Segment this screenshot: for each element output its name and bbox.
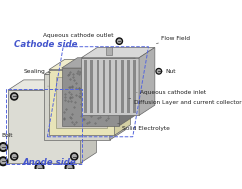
Polygon shape [49,59,130,70]
Polygon shape [81,80,96,163]
Bar [134,88,138,96]
Circle shape [11,93,18,100]
Text: Aqueous cathode inlet: Aqueous cathode inlet [137,90,206,95]
Polygon shape [44,64,126,74]
Circle shape [0,157,8,166]
Bar [109,60,111,113]
Bar [97,60,99,113]
Circle shape [71,93,78,100]
Circle shape [118,40,121,43]
Circle shape [72,155,76,158]
Polygon shape [8,80,96,90]
Bar [121,60,124,113]
Text: Nut: Nut [162,69,176,74]
Text: Diffusion Layer and current collector: Diffusion Layer and current collector [129,98,241,105]
Circle shape [12,94,16,98]
Bar [115,60,118,113]
Polygon shape [119,58,135,126]
Bar [106,47,112,55]
Polygon shape [8,90,81,163]
Polygon shape [110,64,126,140]
Circle shape [35,163,44,172]
Circle shape [1,145,6,149]
Text: Cathode side: Cathode side [14,40,78,49]
Circle shape [156,68,162,74]
Text: Anode side: Anode side [22,158,76,167]
Circle shape [12,155,16,158]
Polygon shape [114,59,130,135]
Circle shape [65,163,74,172]
Text: Flow Field: Flow Field [156,36,190,43]
Polygon shape [139,47,155,115]
Circle shape [11,153,18,160]
Text: Bolt: Bolt [2,133,13,144]
Text: Sealing: Sealing [24,69,51,74]
Bar [84,60,87,113]
Circle shape [157,70,160,73]
Polygon shape [81,47,155,58]
Polygon shape [49,70,114,135]
Polygon shape [56,77,107,128]
Bar [133,60,136,113]
Text: Solid Electrolyte: Solid Electrolyte [118,124,170,131]
Bar [91,60,93,113]
Circle shape [0,143,8,151]
Polygon shape [44,74,110,140]
Circle shape [116,38,122,44]
Text: Aqueous cathode outlet: Aqueous cathode outlet [43,33,119,38]
Circle shape [1,159,6,164]
Circle shape [72,94,76,98]
Bar [127,60,130,113]
Polygon shape [62,68,119,126]
Polygon shape [81,58,139,115]
Circle shape [37,165,42,170]
Polygon shape [62,58,135,68]
Bar [103,60,105,113]
Circle shape [71,153,78,160]
Circle shape [67,165,72,170]
